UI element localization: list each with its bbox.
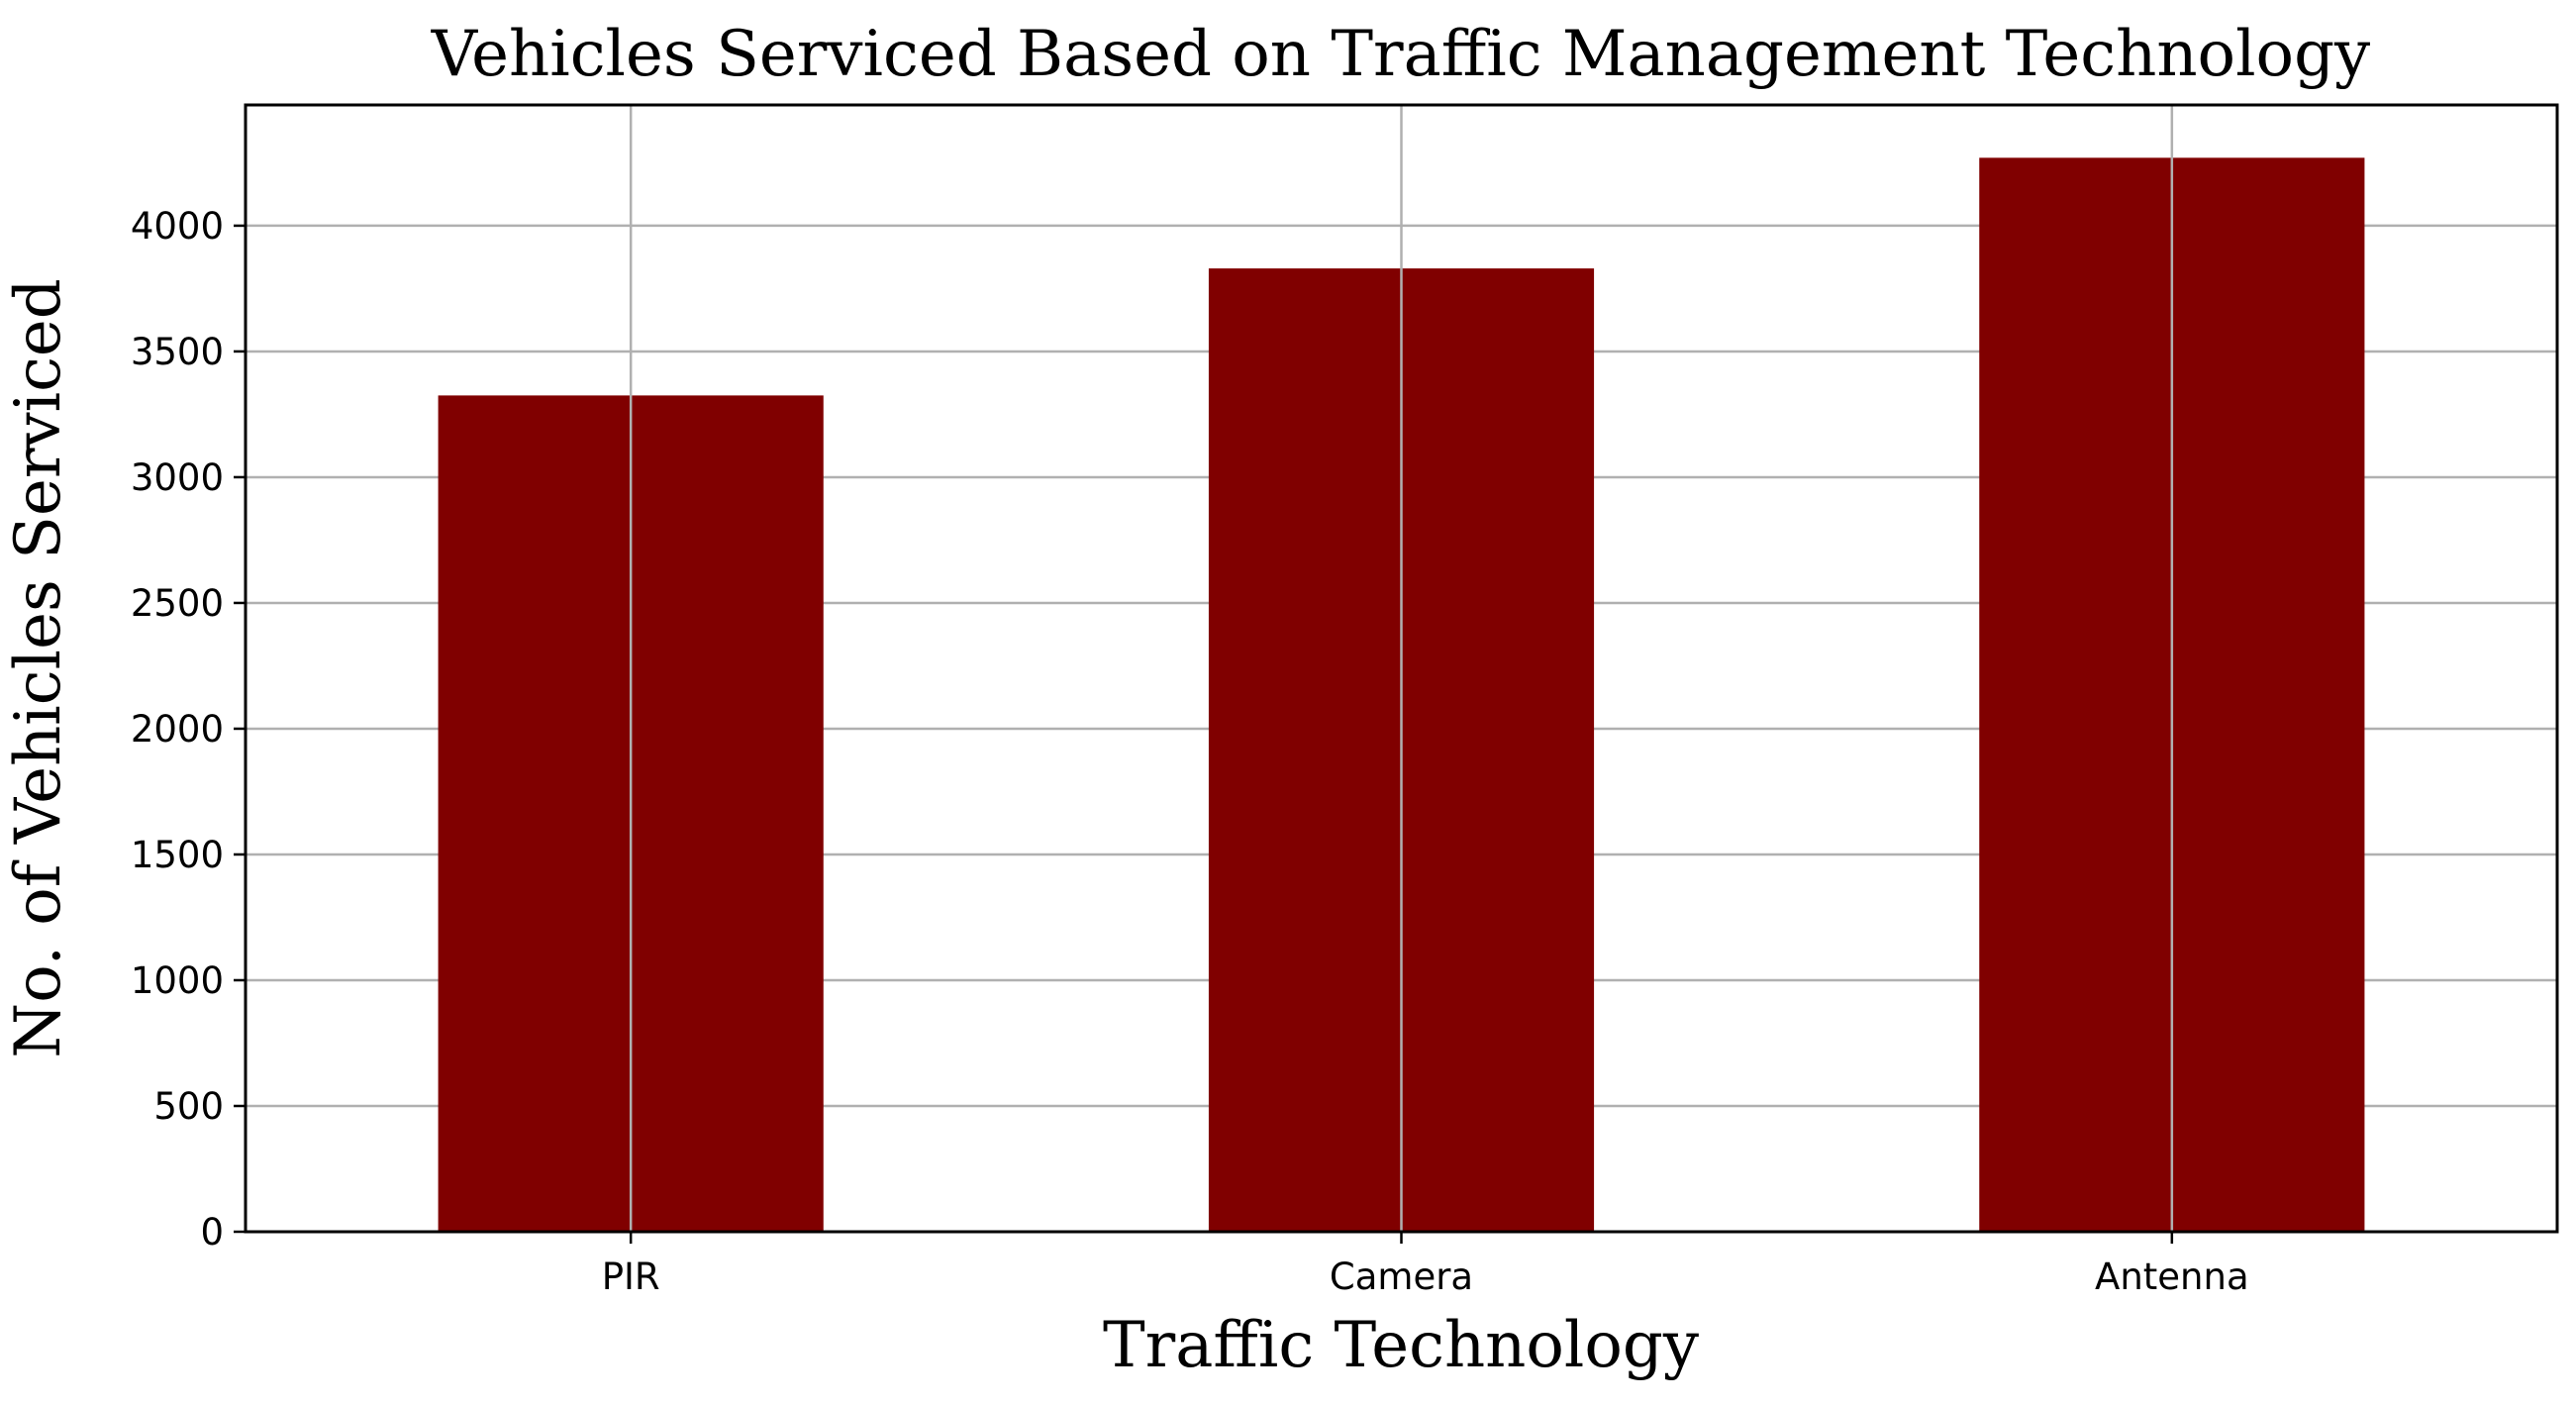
y-tick-label: 0: [200, 1211, 224, 1254]
y-axis: 0 500 1000 1500 2000 2500 3000 3500 4000: [131, 205, 246, 1254]
y-tick-label: 3000: [131, 456, 224, 499]
chart-title: Vehicles Serviced Based on Traffic Manag…: [431, 18, 2370, 91]
y-tick-label: 2500: [131, 582, 224, 625]
x-axis-label: Traffic Technology: [1103, 1309, 1699, 1382]
y-tick-label: 1500: [131, 834, 224, 876]
y-tick-label: 1000: [131, 959, 224, 1002]
y-tick-label: 4000: [131, 205, 224, 248]
y-tick-label: 2000: [131, 708, 224, 751]
y-tick-label: 3500: [131, 331, 224, 373]
y-axis-label: No. of Vehicles Serviced: [2, 278, 75, 1058]
x-tick-label: PIR: [602, 1255, 660, 1298]
x-axis: PIR Camera Antenna: [602, 1232, 2249, 1298]
x-gridlines: [629, 105, 2174, 1232]
x-tick-label: Camera: [1330, 1255, 1473, 1298]
y-tick-label: 500: [153, 1085, 224, 1128]
x-tick-label: Antenna: [2095, 1255, 2249, 1298]
